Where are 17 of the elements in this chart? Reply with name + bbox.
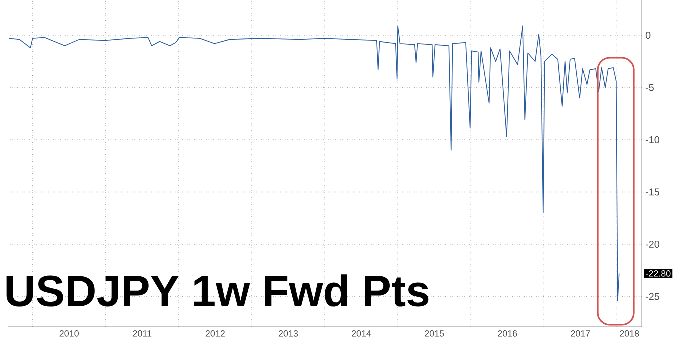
- y-tick-label: -25: [646, 293, 660, 300]
- y-tick-label: -20: [646, 240, 660, 248]
- x-tick-label: 2015: [425, 330, 444, 337]
- x-tick-label: 2018: [620, 330, 640, 337]
- x-tick-label: 2016: [498, 330, 518, 337]
- y-tick-label: 0: [646, 32, 651, 40]
- x-tick-label: 2011: [133, 330, 152, 337]
- x-tick-label: 2013: [278, 330, 298, 337]
- y-tick-label: -15: [646, 188, 660, 196]
- y-tick-label: -10: [646, 136, 660, 144]
- x-tick-label: 2017: [571, 330, 590, 337]
- text: USDJPY 1w Fwd Pts: [6, 274, 429, 307]
- y-tick-label: -5: [646, 84, 654, 92]
- x-tick-label: 2012: [206, 330, 225, 337]
- x-tick-label: 2014: [352, 330, 372, 337]
- annotation: -22.80: [646, 270, 671, 277]
- x-tick-label: 2010: [60, 330, 79, 337]
